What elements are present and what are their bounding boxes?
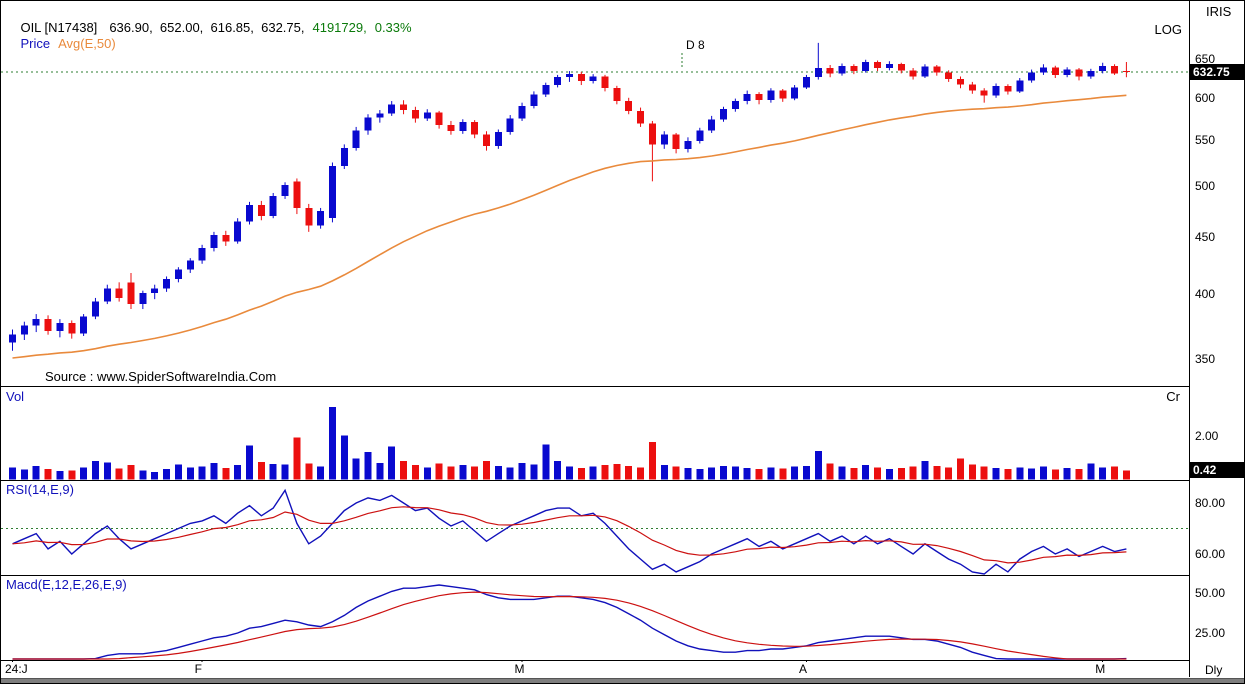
macd-tick-label: 25.00 (1195, 626, 1226, 640)
price-tick-label: 600 (1195, 90, 1216, 105)
price-tick-label: 500 (1195, 179, 1216, 194)
rsi-line (12, 488, 1127, 575)
macd-signal-line (12, 591, 1127, 660)
app-title: IRIS (1206, 4, 1232, 19)
price-tick-label: 350 (1195, 352, 1216, 366)
time-tick-label: M (1095, 662, 1106, 676)
ma50-line (12, 94, 1127, 359)
price-tick-label: 550 (1195, 132, 1216, 147)
last-volume-box: 0.42 (1190, 462, 1244, 479)
axis-ticks (12, 58, 1194, 664)
periodicity-label: Dly (1205, 663, 1223, 677)
rsi-tick-label: 60.00 (1195, 547, 1226, 561)
bottom-scrollbar[interactable] (1, 678, 1244, 683)
time-tick-label: F (194, 662, 202, 676)
volume-bars (9, 406, 1130, 480)
price-tick-label: 450 (1195, 230, 1216, 245)
volume-tick-label: 2.00 (1195, 428, 1219, 443)
last-price-box: 632.75 (1190, 64, 1244, 81)
time-tick-label: M (514, 662, 525, 676)
time-axis[interactable]: 24:J F M A M (1, 662, 1189, 677)
rsi-signal-line (12, 506, 1127, 564)
price-tick-label: 650 (1195, 52, 1216, 66)
time-tick-label: 24:J (5, 662, 28, 676)
time-tick-label: A (798, 662, 807, 676)
candlestick-series (9, 42, 1130, 351)
price-tick-label: 400 (1195, 287, 1216, 302)
rsi-tick-label: 80.00 (1195, 496, 1226, 510)
price-axis[interactable]: IRIS 632.75 0.42 Dly 650 600 550 500 450 400 3… (1190, 1, 1244, 677)
macd-tick-label: 50.00 (1195, 586, 1226, 600)
